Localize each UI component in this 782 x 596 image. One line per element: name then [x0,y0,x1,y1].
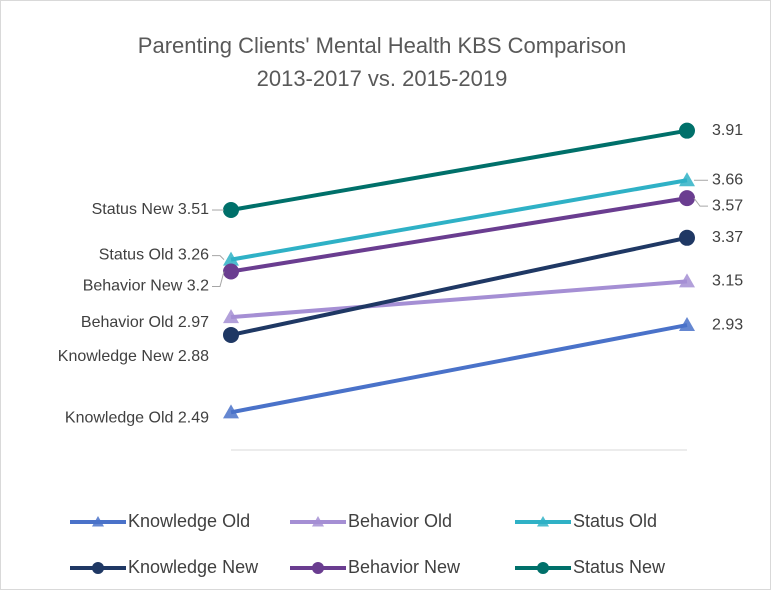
legend-item: Status Old [515,511,657,531]
legend-item: Status New [515,557,666,577]
series-line [230,178,688,262]
legend-label: Status Old [573,511,657,531]
data-label: 3.91 [712,122,743,139]
marker [537,516,549,527]
marker [223,326,239,343]
marker [679,172,695,187]
chart-title: Parenting Clients' Mental Health KBS Com… [138,33,626,58]
marker [92,516,104,527]
marker [679,317,695,332]
marker [92,562,104,574]
legend-item: Knowledge Old [70,511,250,531]
value-label: 3.2 [187,278,209,295]
series-line [230,323,688,415]
chart-frame [0,0,771,590]
marker [312,516,324,527]
data-label: 3.37 [712,229,743,246]
marker [223,263,239,280]
legend-label: Status New [573,557,666,577]
marker [223,202,239,219]
marker [223,309,239,324]
series-line [230,235,688,337]
leader-line [212,255,225,260]
data-label: Knowledge New 2.88 [58,348,209,365]
marker [223,404,239,419]
legend-label: Behavior Old [348,511,452,531]
leader-line [693,197,708,207]
value-label: 2.49 [178,410,209,427]
value-label: 3.26 [178,247,209,264]
chart-subtitle: 2013-2017 vs. 2015-2019 [257,66,508,91]
marker [223,251,239,266]
legend-label: Knowledge Old [128,511,250,531]
legend-label: Behavior New [348,557,461,577]
marker [679,229,695,246]
data-label: Behavior New 3.2 [83,278,209,295]
legend-item: Knowledge New [70,557,259,577]
leader-line [212,271,225,287]
series-name: Status Old [99,247,174,264]
series-line [230,196,688,274]
data-label: 3.66 [712,171,743,188]
marker [537,562,549,574]
value-label: 2.88 [178,348,209,365]
data-label: Behavior Old 2.97 [81,314,209,331]
marker [312,562,324,574]
series-line [230,128,688,212]
series-name: Status New [92,201,174,218]
series-name: Behavior New [83,278,183,295]
series-name: Behavior Old [81,314,174,331]
data-label: Knowledge Old 2.49 [65,410,209,427]
legend-label: Knowledge New [128,557,259,577]
marker [679,122,695,139]
value-label: 3.51 [178,201,209,218]
legend-item: Behavior New [290,557,461,577]
value-label: 2.97 [178,314,209,331]
legend-item: Behavior Old [290,511,452,531]
data-label: 3.15 [712,273,743,290]
marker [679,273,695,288]
data-label: 2.93 [712,316,743,333]
marker [679,190,695,207]
data-label: Status New 3.51 [92,201,210,218]
series-line [230,279,688,320]
data-label: Status Old 3.26 [99,247,209,264]
data-label: 3.57 [712,197,743,214]
series-name: Knowledge New [58,348,174,365]
series-name: Knowledge Old [65,410,174,427]
